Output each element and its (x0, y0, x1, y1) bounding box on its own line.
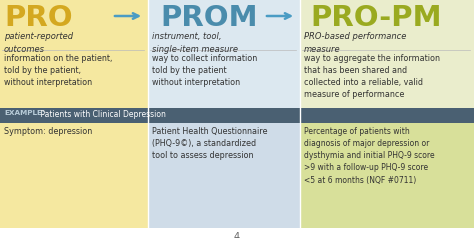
Text: PRO-PM: PRO-PM (310, 4, 442, 32)
Text: Percentage of patients with
diagnosis of major depression or
dysthymia and initi: Percentage of patients with diagnosis of… (304, 127, 435, 185)
Text: EXAMPLE:: EXAMPLE: (4, 110, 45, 116)
Text: patient-reported
outcomes: patient-reported outcomes (4, 32, 73, 54)
Bar (0, 228, 474, 238)
Text: PRO-based performance
measure: PRO-based performance measure (304, 32, 406, 54)
Bar (0, 123, 148, 228)
Bar (0, 0, 148, 108)
Bar (0, 108, 474, 123)
Text: PRO: PRO (4, 4, 73, 32)
Text: Patient Health Questionnaire
(PHQ-9©), a standardized
tool to assess depression: Patient Health Questionnaire (PHQ-9©), a… (152, 127, 267, 160)
Text: information on the patient,
told by the patient,
without interpretation: information on the patient, told by the … (4, 54, 112, 87)
Bar (148, 123, 300, 228)
Text: way to aggregate the information
that has been shared and
collected into a relia: way to aggregate the information that ha… (304, 54, 440, 99)
Bar (300, 123, 474, 228)
Text: way to collect information
told by the patient
without interpretation: way to collect information told by the p… (152, 54, 257, 87)
Bar (148, 0, 300, 108)
Text: PROM: PROM (160, 4, 258, 32)
Text: Symptom: depression: Symptom: depression (4, 127, 92, 136)
Bar (300, 0, 474, 108)
Text: 4: 4 (234, 232, 240, 238)
Text: Patients with Clinical Depression: Patients with Clinical Depression (38, 110, 166, 119)
Text: instrument, tool,
single-item measure: instrument, tool, single-item measure (152, 32, 238, 54)
